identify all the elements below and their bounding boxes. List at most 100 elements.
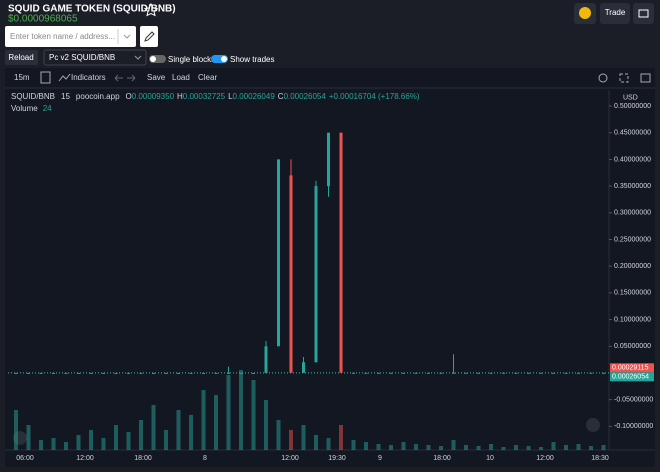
volume-bar	[351, 440, 356, 450]
candle-body	[52, 372, 55, 374]
volume-legend: Volume 24	[11, 104, 52, 113]
legend-change: +0.00016704 (+178.66%)	[329, 92, 420, 101]
volume-bar	[526, 446, 531, 450]
candle-body	[527, 372, 530, 374]
volume-bar	[139, 420, 143, 450]
clear-button[interactable]: Clear	[198, 73, 217, 82]
volume-bar	[589, 446, 593, 450]
legend-l-label: L	[228, 92, 233, 101]
fullscreen-button[interactable]	[619, 73, 629, 83]
y-tick-label: 0.35000000	[614, 183, 651, 190]
volume-bar	[64, 442, 68, 450]
select-arrow	[134, 55, 142, 60]
volume-bar	[439, 446, 443, 450]
candle-body	[302, 362, 305, 373]
candle-body	[477, 372, 480, 374]
search-input[interactable]	[5, 26, 136, 47]
legend-symbol: SQUID/BNB	[11, 92, 55, 101]
volume-bar	[339, 425, 343, 450]
chart-panel	[5, 68, 655, 467]
legend-o: 0.00009350	[132, 92, 175, 101]
volume-bar	[114, 425, 118, 450]
price-tag-label: 0.00026054	[612, 374, 649, 381]
load-button[interactable]: Load	[172, 73, 190, 82]
volume-bar	[76, 435, 81, 450]
legend-o-label: O	[126, 92, 132, 101]
candle-body	[152, 372, 155, 374]
indicators-button[interactable]: Indicators	[71, 73, 106, 82]
volume-bar	[251, 380, 256, 450]
volume-value: 24	[43, 104, 52, 113]
volume-bar	[26, 425, 31, 450]
x-tick-label: 10	[486, 455, 494, 462]
snapshot-button[interactable]	[640, 73, 651, 83]
undo-button[interactable]	[114, 74, 123, 82]
search-placeholder: Enter token name / address...	[10, 32, 115, 41]
candle-body	[139, 372, 143, 374]
volume-bar	[389, 445, 393, 450]
price-tag	[610, 372, 654, 382]
toggle-knob	[150, 56, 156, 62]
volume-bar	[326, 438, 331, 450]
candle-body	[252, 372, 255, 374]
trade-label: Trade	[605, 8, 626, 17]
candle-body	[377, 372, 380, 374]
candle-body	[164, 372, 168, 374]
candle-body	[602, 372, 605, 374]
candle-body	[539, 372, 543, 374]
volume-bar	[239, 370, 243, 450]
y-tick-label: 0.40000000	[614, 156, 651, 163]
volume-bar	[451, 440, 456, 450]
show-trades-label: Show trades	[230, 55, 274, 64]
token-title: SQUID GAME TOKEN (SQUID/BNB)	[8, 4, 176, 15]
y-tick-label: 0.45000000	[614, 130, 651, 137]
candle-body	[239, 372, 243, 374]
price-tag	[610, 363, 654, 373]
pair-select[interactable]	[43, 49, 147, 66]
trade-button[interactable]	[600, 3, 630, 24]
dropdown-arrow[interactable]	[123, 34, 131, 39]
candle-body	[89, 372, 93, 374]
y-tick-label: 0.50000000	[614, 103, 651, 110]
y-tick-label: 0.15000000	[614, 290, 651, 297]
wallet-icon	[579, 7, 591, 19]
candle-body	[264, 346, 268, 373]
volume-bar	[476, 446, 481, 450]
volume-bar	[214, 395, 218, 450]
scroll-right-button[interactable]	[586, 418, 600, 432]
candle-body	[452, 372, 455, 374]
reload-label: Reload	[8, 53, 33, 62]
volume-bar	[489, 444, 493, 450]
pair-label: Pc v2 SQUID/BNB	[49, 53, 115, 62]
x-tick-label: 06:00	[16, 455, 34, 462]
x-tick-label: 18:00	[433, 455, 451, 462]
menu-button[interactable]	[633, 3, 654, 24]
candle-body	[189, 372, 193, 374]
legend-c: 0.00026054	[284, 92, 327, 101]
volume-bar	[264, 400, 268, 450]
volume-bar	[151, 405, 156, 450]
legend-h-label: H	[177, 92, 183, 101]
star-icon[interactable]	[143, 2, 159, 17]
volume-bar	[126, 432, 131, 450]
legend-source: poocoin.app	[76, 92, 120, 101]
volume-bar	[464, 445, 468, 450]
currency-select[interactable]	[618, 92, 644, 103]
x-tick-label: 8	[203, 455, 207, 462]
save-button[interactable]: Save	[147, 73, 166, 82]
interval-button[interactable]: 15m	[14, 73, 30, 82]
volume-bar	[101, 438, 106, 450]
edit-button[interactable]	[140, 26, 158, 47]
volume-bar	[226, 375, 231, 450]
candle-body	[277, 159, 280, 347]
candle-body	[327, 132, 330, 187]
x-tick-label: 18:30	[591, 455, 609, 462]
settings-button[interactable]	[598, 73, 608, 83]
reload-button[interactable]	[5, 50, 38, 65]
y-tick-label: 0.30000000	[614, 210, 651, 217]
candle-type-icon[interactable]	[40, 71, 51, 84]
redo-button[interactable]	[127, 74, 136, 82]
volume-bar	[301, 425, 306, 450]
candle-body	[464, 372, 468, 374]
